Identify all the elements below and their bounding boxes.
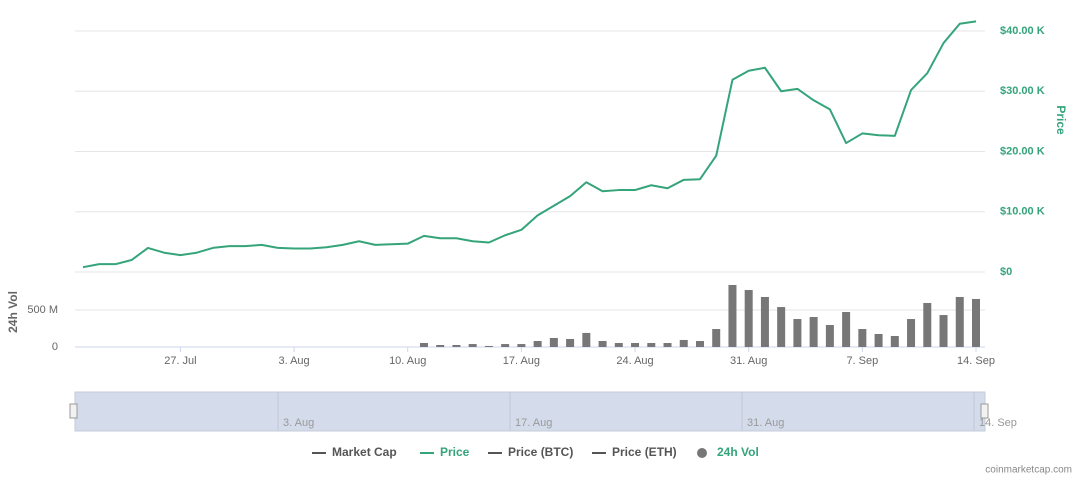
x-tick-label: 7. Sep — [846, 355, 878, 367]
volume-bar — [695, 341, 704, 347]
volume-bar — [923, 302, 932, 347]
volume-bar — [549, 337, 558, 347]
volume-bar — [728, 284, 737, 347]
volume-bar — [598, 341, 607, 347]
volume-bar — [566, 339, 575, 347]
volume-bar — [452, 345, 461, 347]
volume-bar — [760, 296, 769, 347]
y2-tick-label: 500 M — [27, 304, 58, 316]
y-tick-label: $30.00 K — [1000, 85, 1045, 97]
volume-bar — [582, 332, 591, 347]
x-tick-label: 24. Aug — [616, 355, 653, 367]
volume-bar — [809, 317, 818, 347]
volume-bar — [614, 343, 623, 347]
volume-bar — [972, 298, 980, 347]
volume-bar — [842, 311, 851, 347]
volume-bar — [436, 345, 445, 347]
legend-label[interactable]: Market Cap — [332, 445, 397, 459]
volume-bar — [874, 333, 883, 347]
volume-bar — [890, 335, 899, 347]
navigator-label: 31. Aug — [747, 417, 784, 429]
watermark: coinmarketcap.com — [985, 465, 1072, 476]
y-tick-label: $20.00 K — [1000, 145, 1045, 157]
volume-bar — [647, 343, 656, 347]
legend-label[interactable]: Price (BTC) — [508, 445, 573, 459]
navigator-label: 17. Aug — [515, 417, 552, 429]
x-tick-label: 27. Jul — [164, 355, 196, 367]
navigator-handle[interactable] — [69, 403, 78, 419]
volume-bar — [484, 345, 493, 347]
volume-bar — [955, 296, 964, 347]
navigator-handle[interactable] — [980, 403, 989, 419]
navigator[interactable] — [74, 391, 986, 432]
volume-bar — [744, 290, 753, 347]
y2-axis-title: 24h Vol — [6, 291, 20, 333]
y-tick-label: $10.00 K — [1000, 206, 1045, 218]
volume-bar — [663, 343, 672, 347]
x-tick-label: 3. Aug — [278, 355, 309, 367]
volume-bar — [907, 319, 916, 347]
price-line — [82, 20, 977, 269]
volume-bar — [793, 319, 802, 347]
volume-bar — [533, 341, 542, 347]
volume-bar — [825, 325, 834, 347]
legend-label[interactable]: Price (ETH) — [612, 445, 677, 459]
navigator-label: 14. Sep — [979, 417, 1017, 429]
volume-bar — [501, 344, 510, 347]
y-tick-label: $0 — [1000, 266, 1012, 278]
volume-bar — [858, 329, 867, 347]
y-axis-title: Price — [1054, 105, 1068, 135]
y2-tick-label: 0 — [52, 341, 58, 353]
y-tick-label: $40.00 K — [1000, 25, 1045, 37]
legend-label[interactable]: 24h Vol — [717, 445, 759, 459]
volume-bar — [631, 343, 640, 347]
navigator-label: 3. Aug — [283, 417, 314, 429]
volume-bar — [679, 339, 688, 347]
volume-bar — [419, 343, 428, 347]
volume-bar — [517, 344, 526, 347]
volume-bar — [712, 329, 721, 347]
x-tick-label: 14. Sep — [957, 355, 995, 367]
volume-bar — [939, 315, 948, 347]
legend-symbol — [697, 448, 707, 458]
x-tick-label: 17. Aug — [503, 355, 540, 367]
x-tick-label: 31. Aug — [730, 355, 767, 367]
x-tick-label: 10. Aug — [389, 355, 426, 367]
volume-bar — [777, 307, 786, 347]
volume-bar — [468, 344, 477, 347]
legend-label[interactable]: Price — [440, 445, 470, 459]
